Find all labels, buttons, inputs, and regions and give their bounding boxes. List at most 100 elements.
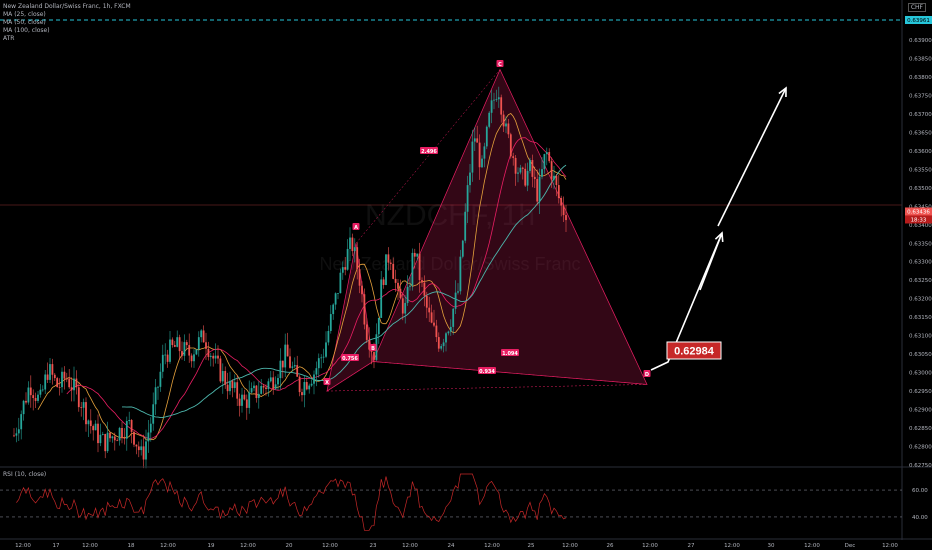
candle-body: [34, 398, 37, 401]
candle-body: [334, 293, 337, 305]
legend-ma25[interactable]: MA (25, close): [3, 11, 46, 18]
target-price-box: [666, 341, 722, 360]
x-tick-label: 24: [448, 543, 455, 549]
y-tick-label: 0.63550: [909, 167, 932, 173]
countdown-value: 18:33: [911, 217, 927, 223]
projection-arrows[interactable]: [650, 86, 787, 371]
candle-body: [353, 247, 356, 252]
candle-body: [159, 371, 162, 387]
candle-body: [224, 371, 227, 385]
candle-body: [233, 382, 236, 389]
candle-body: [214, 355, 217, 359]
candle-body: [157, 386, 159, 388]
candle-body: [507, 123, 510, 135]
harmonic-pattern[interactable]: [326, 68, 648, 392]
candle-body: [63, 371, 66, 379]
ratio-label: 0.756: [342, 356, 358, 362]
x-tick-label: 17: [53, 543, 60, 549]
y-tick-label: 0.62850: [909, 426, 932, 432]
candle-body: [502, 114, 505, 127]
pattern-ac: [355, 69, 501, 244]
candle-body: [317, 358, 320, 369]
candle-body: [308, 385, 311, 390]
y-tick-label: 0.62900: [909, 408, 932, 414]
point-label-bg-a: [352, 223, 360, 230]
countdown-tag: [905, 215, 932, 224]
candle-body: [469, 172, 471, 186]
candle-body: [166, 354, 169, 362]
candle-body: [500, 97, 503, 115]
candle-body: [164, 354, 167, 356]
x-tick-label: 19: [208, 543, 215, 549]
ratio-label-bg: [420, 147, 438, 154]
arrow-2: [717, 87, 787, 227]
legend-ma100[interactable]: MA (100, close): [3, 27, 50, 34]
pattern-xd: [326, 384, 648, 392]
candle-body: [409, 285, 411, 287]
x-tick-label: 12:00: [15, 543, 31, 549]
candle-body: [51, 364, 54, 375]
y-tick-label: 0.63100: [909, 334, 932, 340]
point-label-d: D: [645, 372, 649, 378]
candle-body: [341, 267, 344, 273]
candle-body: [349, 237, 351, 249]
candle-body: [161, 354, 164, 372]
candle-body: [56, 378, 59, 388]
candle-body: [329, 314, 332, 332]
candle-body: [212, 355, 215, 359]
x-tick-label: 26: [607, 543, 614, 549]
y-tick-label: 0.63850: [909, 56, 932, 62]
candle-body: [87, 420, 90, 425]
candle-body: [207, 348, 210, 357]
candle-body: [471, 141, 474, 173]
point-label-b: B: [371, 346, 375, 352]
candle-body: [413, 252, 416, 257]
legend-ma50[interactable]: MA (50, close): [3, 19, 46, 26]
candle-body: [27, 387, 30, 403]
x-tick-label: 12:00: [402, 543, 418, 549]
candle-body: [461, 240, 464, 257]
candle-body: [183, 342, 186, 356]
ratio-label: 2.496: [421, 149, 437, 155]
currency-tag[interactable]: CHF: [907, 3, 926, 12]
candle-body: [365, 324, 368, 340]
candle-body: [392, 263, 395, 279]
candle-body: [394, 278, 397, 283]
candle-body: [284, 344, 287, 368]
candle-body: [473, 138, 476, 142]
candle-body: [277, 378, 279, 385]
candle-body: [344, 267, 347, 270]
point-label-bg-b: [369, 344, 377, 351]
x-tick-label: 27: [688, 543, 695, 549]
candle-body: [555, 175, 558, 186]
y-tick-label: 0.63600: [909, 149, 932, 155]
candle-body: [101, 434, 104, 435]
candle-body: [361, 285, 363, 295]
candle-body: [188, 345, 191, 356]
candle-body: [15, 433, 18, 436]
candle-body: [512, 156, 515, 158]
y-tick-label: 0.63450: [909, 204, 932, 210]
candle-body: [173, 345, 176, 347]
candle-body: [176, 337, 179, 347]
candle-body: [313, 374, 315, 384]
candle-body: [181, 351, 183, 356]
candle-body: [248, 392, 251, 408]
candle-body: [260, 386, 263, 394]
candles: [13, 86, 567, 469]
candle-body: [421, 280, 423, 283]
legend-atr[interactable]: ATR: [3, 35, 15, 42]
candle-body: [281, 360, 284, 368]
candle-body: [245, 399, 248, 408]
candle-body: [262, 386, 265, 388]
candle-body: [389, 262, 392, 264]
candle-body: [327, 331, 330, 343]
arrow-1: [699, 232, 723, 291]
candle-body: [291, 366, 294, 368]
candle-body: [73, 378, 75, 391]
y-tick-label: 0.63400: [909, 223, 932, 229]
candle-body: [459, 256, 462, 292]
candle-body: [377, 317, 380, 335]
candle-body: [125, 421, 128, 439]
